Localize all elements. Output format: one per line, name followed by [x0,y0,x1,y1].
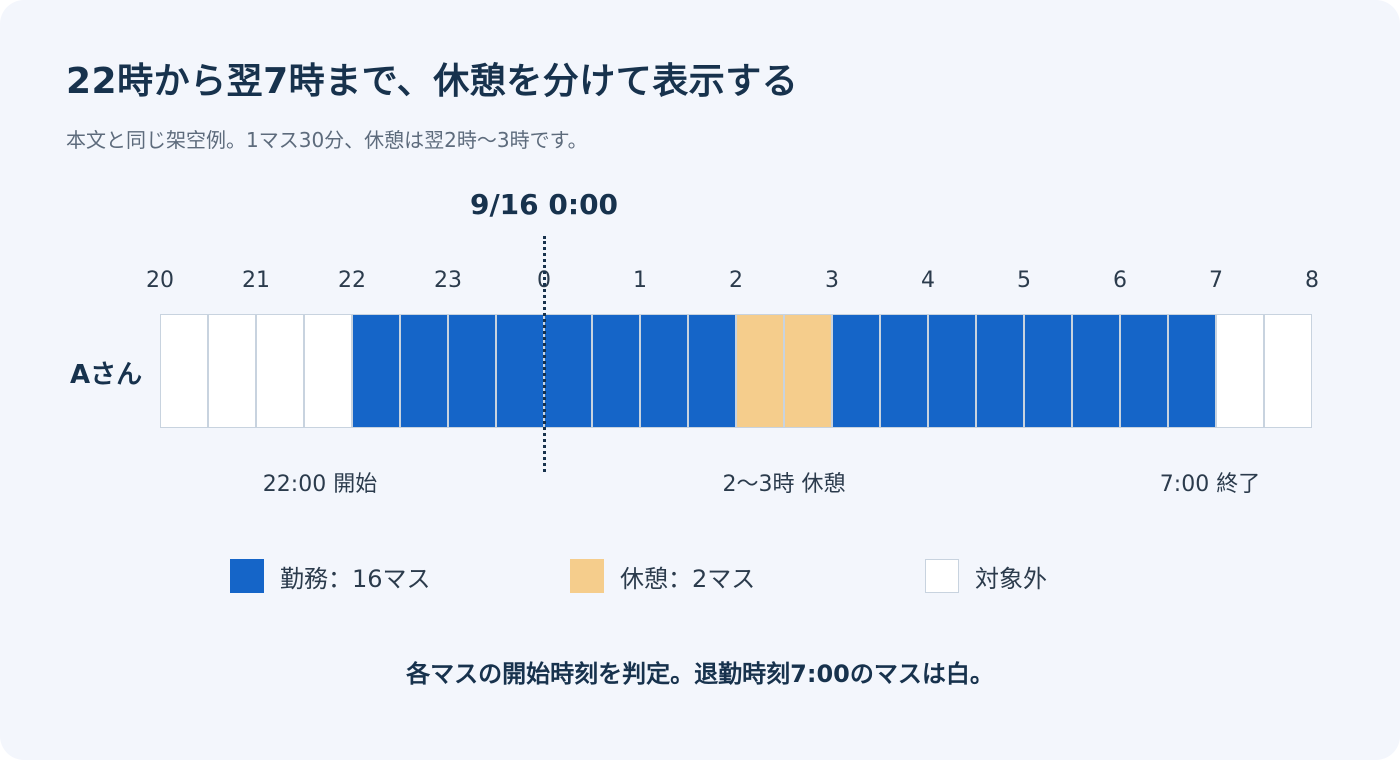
hour-label: 20 [146,268,174,293]
time-cell-work [353,315,401,427]
hour-label: 3 [825,268,839,293]
page-title: 22時から翌7時まで、休憩を分けて表示する [66,61,799,102]
hour-label: 8 [1305,268,1319,293]
time-cell-off [305,315,353,427]
hour-label: 1 [633,268,647,293]
time-cell-off [209,315,257,427]
time-cell-work [401,315,449,427]
legend-swatch-break [570,559,604,593]
time-cell-break [737,315,785,427]
time-cell-work [545,315,593,427]
hour-label: 21 [242,268,270,293]
hour-label: 6 [1113,268,1127,293]
time-cell-work [1073,315,1121,427]
hour-label: 5 [1017,268,1031,293]
time-cell-off [161,315,209,427]
hour-label: 22 [338,268,366,293]
legend-item-work: 勤務：16マス [230,558,431,594]
start-annotation: 22:00 開始 [262,472,378,497]
hour-label: 4 [921,268,935,293]
time-cell-break [785,315,833,427]
time-cell-off [257,315,305,427]
row-label: Aさん [70,360,143,390]
time-cell-work [641,315,689,427]
midnight-marker-line [543,236,546,472]
time-cell-work [977,315,1025,427]
footer-note: 各マスの開始時刻を判定。退勤時刻7:00のマスは白。 [406,660,994,688]
timeline-grid [160,314,1312,428]
time-cell-work [689,315,737,427]
legend-label-break: 休憩：2マス [620,564,756,593]
midnight-marker-label: 9/16 0:00 [469,188,619,221]
break-annotation: 2〜3時 休憩 [722,472,846,497]
legend-swatch-off [925,559,959,593]
hour-label: 23 [434,268,462,293]
time-cell-off [1265,315,1311,427]
time-cell-work [881,315,929,427]
legend-item-break: 休憩：2マス [570,558,755,594]
time-cell-work [929,315,977,427]
time-cell-work [1169,315,1217,427]
legend-label-work: 勤務：16マス [280,564,431,593]
legend-item-off: 対象外 [925,558,1047,594]
legend-swatch-work [230,559,264,593]
time-cell-work [1025,315,1073,427]
time-cell-work [833,315,881,427]
time-cell-work [593,315,641,427]
hour-label: 2 [729,268,743,293]
end-annotation: 7:00 終了 [1159,472,1261,497]
hour-label: 7 [1209,268,1223,293]
time-cell-work [1121,315,1169,427]
time-cell-work [449,315,497,427]
legend-label-off: 対象外 [975,564,1047,593]
page-subtitle: 本文と同じ架空例。1マス30分、休憩は翌2時〜3時です。 [66,128,588,152]
time-cell-work [497,315,545,427]
time-cell-off [1217,315,1265,427]
